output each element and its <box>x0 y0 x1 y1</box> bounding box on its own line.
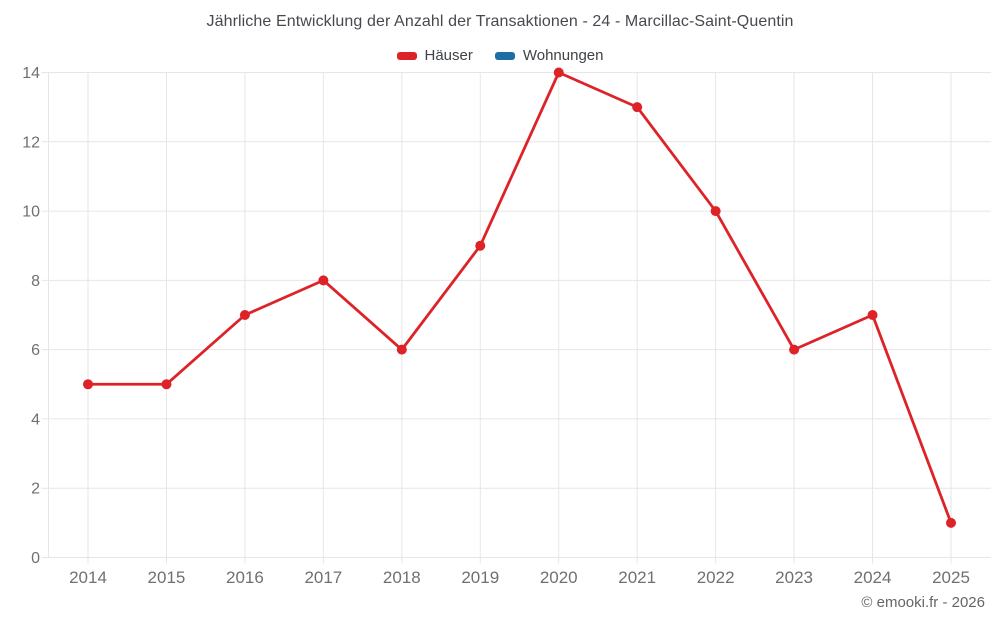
x-axis-tick-label: 2022 <box>697 568 735 587</box>
data-point-2017[interactable] <box>318 275 329 286</box>
data-point-2016[interactable] <box>239 310 250 320</box>
data-point-2024[interactable] <box>867 310 878 320</box>
y-axis-tick-label: 2 <box>31 481 40 498</box>
chart-legend: Häuser Wohnungen <box>0 47 1000 64</box>
x-axis-tick-label: 2018 <box>383 568 421 587</box>
data-point-2019[interactable] <box>475 240 486 251</box>
data-point-2015[interactable] <box>161 379 172 390</box>
data-point-2020[interactable] <box>553 67 564 78</box>
legend-item-wohnungen[interactable]: Wohnungen <box>494 47 604 64</box>
x-axis-tick-label: 2014 <box>69 568 107 587</box>
x-axis-tick-label: 2023 <box>775 568 813 587</box>
x-axis-tick-label: 2019 <box>461 568 499 587</box>
legend-label: Wohnungen <box>522 47 604 64</box>
y-axis-tick-label: 4 <box>31 411 40 428</box>
x-axis-tick-label: 2016 <box>226 568 264 587</box>
x-axis-tick-label: 2025 <box>932 568 970 587</box>
y-axis-tick-label: 0 <box>31 550 40 567</box>
x-axis-tick-label: 2017 <box>304 568 342 587</box>
data-point-2025[interactable] <box>946 517 956 528</box>
y-axis-tick-label: 6 <box>31 342 40 359</box>
legend-label: Häuser <box>424 47 473 64</box>
x-axis-tick-label: 2015 <box>148 568 186 587</box>
y-axis-tick-label: 12 <box>22 134 40 151</box>
copyright-watermark: © emooki.fr - 2026 <box>861 594 985 611</box>
legend-item-hauser[interactable]: Häuser <box>396 47 473 64</box>
legend-swatch-wohnungen <box>494 51 515 60</box>
x-axis-tick-label: 2020 <box>540 568 578 587</box>
data-point-2023[interactable] <box>789 344 800 355</box>
y-axis-tick-label: 14 <box>22 65 40 82</box>
data-point-2014[interactable] <box>83 379 93 390</box>
legend-swatch-hauser <box>396 51 417 60</box>
data-point-2022[interactable] <box>710 206 721 217</box>
x-axis-tick-label: 2021 <box>618 568 656 587</box>
data-point-2018[interactable] <box>396 344 407 355</box>
chart-title: Jährliche Entwicklung der Anzahl der Tra… <box>206 13 794 30</box>
x-axis-tick-label: 2024 <box>854 568 892 587</box>
y-axis-tick-label: 8 <box>31 273 40 290</box>
y-axis-tick-label: 10 <box>22 204 40 221</box>
series-line-häuser <box>86 71 953 525</box>
data-point-2021[interactable] <box>632 102 643 113</box>
